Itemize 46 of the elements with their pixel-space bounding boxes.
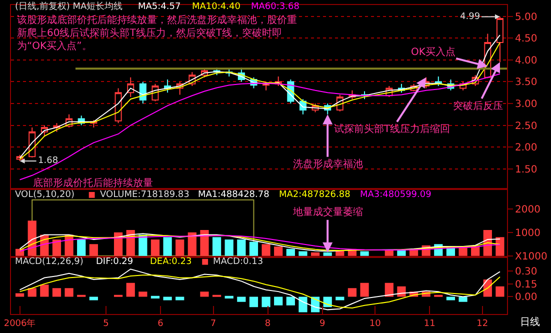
- chart-title: MACD(12,26,9): [15, 257, 84, 267]
- annotation: 突破后反压: [453, 100, 503, 112]
- x-tick-label: 11: [424, 318, 436, 329]
- x-tick-label: 10: [369, 318, 382, 329]
- series-label: DIF:0.29: [96, 257, 134, 267]
- chart-title: VOL(5,10,20): [15, 190, 74, 200]
- y-tick-label: 2000: [515, 204, 540, 216]
- y-tick-label: 4.00: [515, 55, 538, 66]
- annotation: 地量成交量萎缩: [292, 206, 363, 218]
- text: MA5:4.57: [138, 2, 181, 12]
- annotation: OK买入点: [411, 46, 456, 58]
- legend-label: MACD:0.13: [213, 257, 264, 267]
- y-tick-label: 1000: [515, 228, 540, 239]
- x-tick-label: 5: [103, 318, 109, 329]
- x-tick-label: 2006年: [4, 318, 36, 329]
- y-tick-label: 1.50: [515, 164, 538, 176]
- y-tick-label: 3.50: [515, 77, 538, 88]
- annotation: 底部形成价托后能持续放量: [33, 177, 153, 189]
- text: MA60:3.68: [251, 2, 300, 12]
- y-tick-label: 0.15: [515, 279, 538, 290]
- y-tick-label: 0.00: [515, 292, 538, 304]
- y-tick-label: X1000: [515, 251, 548, 262]
- series-label: DEA:0.23: [150, 257, 192, 267]
- annotation: 试探前头部T线压力后缩回: [334, 123, 450, 135]
- x-tick-label: 7: [210, 318, 216, 329]
- chart-title: (日线,前复权) MA短长均线: [15, 1, 123, 12]
- text: MA10:4.40: [192, 2, 241, 12]
- annotation: 4.99: [460, 12, 480, 22]
- y-tick-label: 5.00: [515, 12, 538, 23]
- text: MA1:488428.78: [198, 190, 270, 200]
- text: MA3:480599.09: [360, 190, 432, 200]
- annotation: 该股形成底部价托后能持续放量，然后洗盘形成幸福池，股价重新爬上60线后试探前头部T线压力，然后突破T线，突破时即为“OK买入点”。: [17, 14, 297, 52]
- y-tick-label: 0.30: [515, 266, 538, 278]
- x-tick-label: 9: [319, 318, 326, 329]
- annotation: 洗盘形成幸福池: [293, 158, 363, 170]
- y-tick-label: 2.50: [515, 120, 538, 132]
- x-tick-label: 6: [158, 318, 164, 329]
- annotation: 1.68: [38, 156, 58, 166]
- text: MA2:487826.88: [279, 190, 351, 200]
- y-tick-label: 2.00: [515, 142, 538, 154]
- y-tick-label: 4.50: [515, 34, 538, 45]
- text: 日线: [520, 316, 540, 328]
- x-tick-label: 8: [264, 318, 271, 329]
- y-tick-label: 3.00: [515, 98, 538, 110]
- legend-label: VOLUME:718189.83: [100, 190, 190, 200]
- x-tick-label: 12: [476, 318, 488, 329]
